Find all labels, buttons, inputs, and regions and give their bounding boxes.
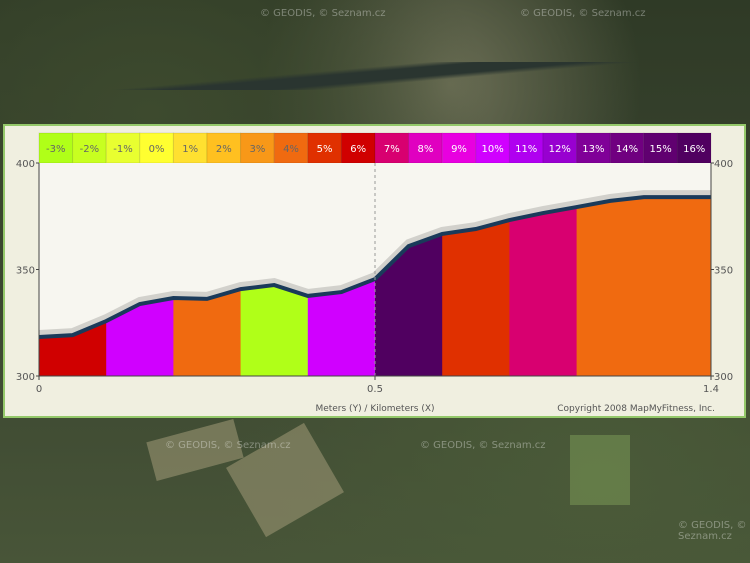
legend-swatch <box>643 132 678 164</box>
y-tick-label-right: 350 <box>714 266 733 277</box>
legend-label: 15% <box>649 144 671 155</box>
legend-label: 12% <box>549 144 571 155</box>
grade-segment <box>643 197 711 376</box>
legend-label: 1% <box>182 144 198 155</box>
legend-swatch <box>240 132 275 164</box>
legend-swatch <box>542 132 578 164</box>
legend-label: -2% <box>80 144 99 155</box>
grade-segment <box>576 197 645 376</box>
legend-label: 5% <box>317 144 333 155</box>
y-tick-label-left: 400 <box>16 159 35 170</box>
grade-segment <box>509 197 578 376</box>
map-watermark: © GEODIS, © Seznam.cz <box>260 8 386 19</box>
legend-label: 10% <box>481 144 503 155</box>
legend-label: 14% <box>616 144 638 155</box>
x-tick-label: 0 <box>36 384 42 395</box>
legend-label: -3% <box>46 144 65 155</box>
river <box>0 62 750 90</box>
map-watermark: © GEODIS, © Seznam.cz <box>520 8 646 19</box>
map-watermark: © GEODIS, © Seznam.cz <box>420 440 546 451</box>
legend-swatch <box>576 132 611 164</box>
y-tick-label-right: 400 <box>714 159 733 170</box>
legend-label: 3% <box>249 144 265 155</box>
legend-swatch <box>340 132 376 164</box>
y-tick-label-left: 300 <box>16 372 35 383</box>
legend-label: 7% <box>384 144 400 155</box>
legend-swatch <box>206 132 242 164</box>
legend-swatch <box>441 132 477 164</box>
legend-swatch <box>676 132 712 164</box>
legend-label: 11% <box>515 144 537 155</box>
x-tick-label: 0.5 <box>367 384 383 395</box>
copyright: Copyright 2008 MapMyFitness, Inc. <box>557 404 715 414</box>
y-tick-label-right: 300 <box>714 372 733 383</box>
legend-swatch <box>475 132 510 164</box>
legend-swatch <box>105 132 141 164</box>
field <box>570 435 630 505</box>
legend-label: 2% <box>216 144 232 155</box>
x-axis-label: Meters (Y) / Kilometers (X) <box>315 404 434 414</box>
legend-label: -1% <box>113 144 132 155</box>
legend-label: 8% <box>417 144 433 155</box>
x-tick-label: 1.4 <box>703 384 719 395</box>
legend-swatch <box>172 132 208 164</box>
legend-label: 13% <box>582 144 604 155</box>
legend-swatch <box>609 132 645 164</box>
map-watermark: © GEODIS, © Seznam.cz <box>678 520 747 542</box>
profile-shadow <box>38 190 711 339</box>
legend-label: 0% <box>149 144 165 155</box>
legend-label: 6% <box>350 144 366 155</box>
legend-label: 9% <box>451 144 467 155</box>
map-watermark: © GEODIS, © Seznam.cz <box>165 440 291 451</box>
y-tick-label-left: 350 <box>16 266 35 277</box>
legend-label: 16% <box>683 144 705 155</box>
legend-label: 4% <box>283 144 299 155</box>
